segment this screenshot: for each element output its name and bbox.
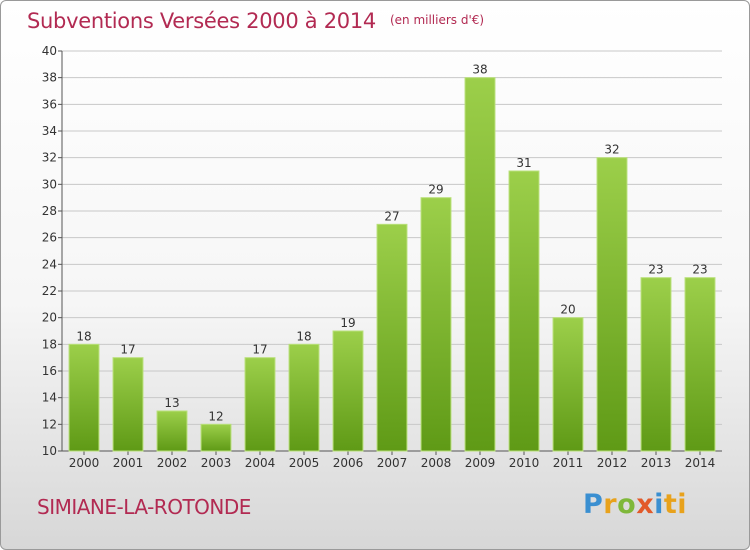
x-tick-label: 2011: [553, 456, 584, 470]
data-label: 17: [252, 343, 267, 357]
y-tick-label: 38: [42, 71, 57, 85]
x-tick-label: 2005: [289, 456, 320, 470]
y-tick-label: 34: [42, 124, 57, 138]
x-tick-label: 2002: [157, 456, 188, 470]
data-label: 31: [516, 156, 531, 170]
x-tick-label: 2000: [69, 456, 100, 470]
data-label: 20: [560, 303, 575, 317]
x-tick-label: 2008: [421, 456, 452, 470]
data-label: 27: [384, 209, 399, 223]
data-label: 23: [648, 263, 663, 277]
y-tick-label: 32: [42, 151, 57, 165]
bar: [68, 343, 100, 452]
y-tick-label: 20: [42, 311, 57, 325]
logo-letter: x: [636, 489, 655, 520]
labels: 10 12 14 16 18 20 22 24 26 28 30 32 34 36 38 40 18 2000 17…: [42, 44, 716, 470]
y-tick-label: 18: [42, 337, 57, 351]
x-tick-label: 2009: [465, 456, 496, 470]
bar: [420, 197, 452, 452]
y-tick-label: 14: [42, 391, 57, 405]
y-tick-label: 24: [42, 257, 57, 271]
data-label: 29: [428, 183, 443, 197]
bar: [596, 157, 628, 452]
data-label: 18: [296, 329, 311, 343]
y-tick-label: 30: [42, 177, 57, 191]
logo-letter: r: [603, 489, 618, 520]
data-label: 32: [604, 143, 619, 157]
data-label: 23: [692, 263, 707, 277]
bar: [112, 357, 144, 452]
commune-name: SIMIANE-LA-ROTONDE: [37, 495, 251, 519]
title-row: Subventions Versées 2000 à 2014 (en milli…: [27, 9, 484, 33]
logo-letter: P: [583, 489, 604, 520]
data-label: 13: [164, 396, 179, 410]
y-tick-label: 40: [42, 44, 57, 58]
x-tick-label: 2001: [113, 456, 144, 470]
chart-unit-label: (en milliers d'€): [389, 13, 485, 27]
x-tick-label: 2006: [333, 456, 364, 470]
data-label: 12: [208, 409, 223, 423]
bar: [464, 77, 496, 452]
bar: [684, 277, 716, 452]
chart-title: Subventions Versées 2000 à 2014: [27, 9, 376, 33]
x-tick-label: 2004: [245, 456, 276, 470]
y-tick-label: 22: [42, 284, 57, 298]
data-label: 38: [472, 63, 487, 77]
y-tick-label: 16: [42, 364, 57, 378]
x-tick-label: 2012: [597, 456, 628, 470]
y-tick-label: 36: [42, 97, 57, 111]
data-label: 18: [76, 329, 91, 343]
y-tick-label: 28: [42, 204, 57, 218]
y-tick-label: 12: [42, 417, 57, 431]
data-label: 17: [120, 343, 135, 357]
y-tick-label: 10: [42, 444, 57, 458]
x-tick-label: 2013: [641, 456, 672, 470]
bar: [508, 170, 540, 452]
bar: [288, 343, 320, 452]
data-label: 19: [340, 316, 355, 330]
bar: [200, 423, 232, 452]
x-tick-label: 2003: [201, 456, 232, 470]
x-tick-label: 2007: [377, 456, 408, 470]
bar: [376, 223, 408, 452]
bar: [244, 357, 276, 452]
bar: [156, 410, 188, 452]
bar: [552, 317, 584, 452]
y-tick-label: 26: [42, 231, 57, 245]
x-tick-label: 2010: [509, 456, 540, 470]
logo-letter: ti: [663, 489, 688, 520]
x-tick-label: 2014: [685, 456, 716, 470]
logo-letter: o: [617, 489, 637, 520]
bar: [332, 330, 364, 452]
proxiti-logo[interactable]: Proxiti: [583, 489, 687, 520]
bar: [640, 277, 672, 452]
bars: [68, 77, 716, 452]
logo-letter: i: [654, 489, 664, 520]
